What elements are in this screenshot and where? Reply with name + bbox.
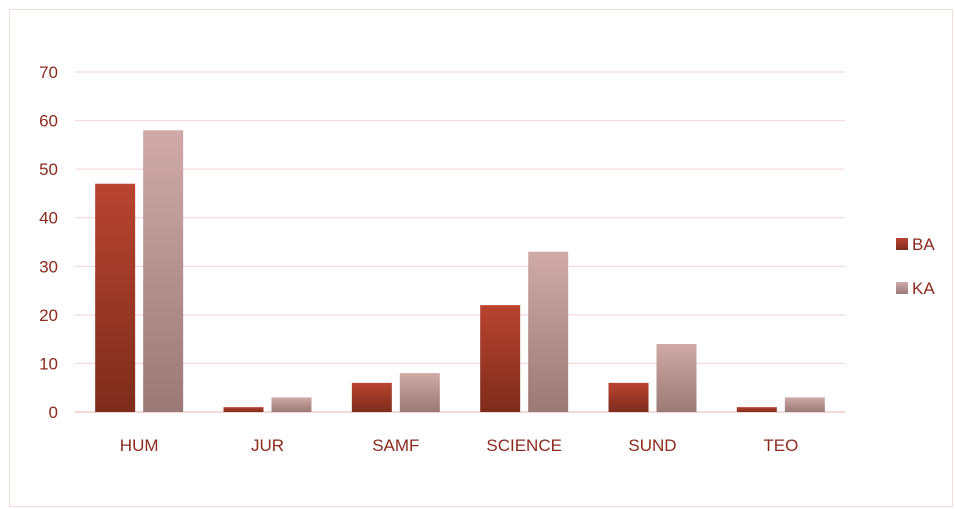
y-tick-label: 40 [39,209,58,228]
gridlines [75,71,845,413]
bar-ka-sund [656,344,697,412]
y-tick-label: 30 [39,257,58,276]
y-tick-label: 20 [39,306,58,325]
y-tick-label: 70 [39,63,58,82]
legend-label-ba: BA [912,235,935,254]
bar-ba-hum [95,183,136,412]
legend: BA KA [896,235,935,298]
legend-label-ka: KA [912,279,935,298]
legend-swatch-ba [896,238,908,250]
bar-ka-teo [784,397,825,412]
bar-ka-science [528,251,569,412]
y-tick-label: 10 [39,354,58,373]
y-tick-label: 50 [39,160,58,179]
bar-ba-samf [351,382,392,412]
x-axis-ticks: HUM JUR SAMF SCIENCE SUND TEO [120,436,799,455]
x-tick-label: SUND [628,436,676,455]
bar-ka-jur [271,397,312,412]
bar-ka-samf [399,373,440,412]
x-tick-label: SCIENCE [486,436,562,455]
bar-ba-jur [223,407,264,412]
x-tick-label: HUM [120,436,159,455]
y-tick-label: 60 [39,112,58,131]
x-tick-label: JUR [251,436,284,455]
bar-ba-sund [608,382,649,412]
bar-ka-hum [143,130,184,413]
y-axis-ticks: 0 10 20 30 40 50 60 70 [39,63,58,422]
legend-swatch-ka [896,282,908,294]
x-tick-label: SAMF [372,436,419,455]
y-tick-label: 0 [49,403,58,422]
x-tick-label: TEO [763,436,798,455]
bars [95,130,825,413]
bar-ba-teo [736,407,777,412]
bar-ba-science [480,305,521,412]
